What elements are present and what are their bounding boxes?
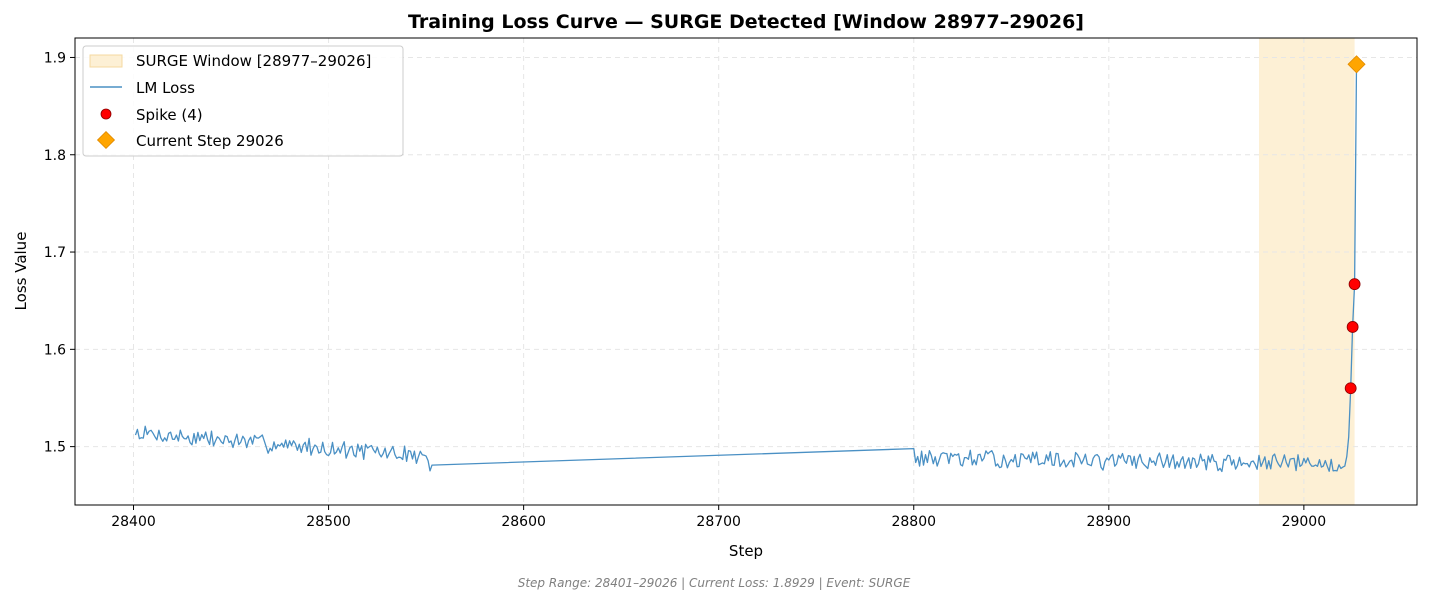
x-tick-label: 28400: [111, 514, 156, 530]
legend-frame: [82, 45, 404, 157]
legend-window-swatch: [89, 54, 123, 68]
x-tick-label: 28600: [501, 514, 546, 530]
y-tick-label: 1.9: [44, 50, 66, 66]
plot-area: 28400 28500 28600 28700 28800 28900 29000 1.5 1.…: [44, 37, 1418, 530]
y-axis-label: Loss Value: [12, 232, 30, 311]
x-tick-label: 29000: [1282, 514, 1327, 530]
surge-window-band: [1259, 38, 1355, 505]
legend-current-label: Current Step 29026: [136, 132, 284, 150]
footer-caption: Step Range: 28401–29026 | Current Loss: …: [518, 576, 911, 590]
legend-spike-swatch: [100, 108, 112, 120]
y-tick-label: 1.7: [44, 245, 66, 261]
spike-point: [1344, 382, 1357, 395]
y-tick-label: 1.8: [44, 148, 66, 164]
x-tick-label: 28800: [891, 514, 936, 530]
axes-frame: [74, 37, 1418, 506]
x-tick-label: 28500: [306, 514, 351, 530]
lm-loss-line: [134, 64, 1358, 473]
legend: SURGE Window [28977–29026] LM Loss Spike…: [82, 45, 404, 157]
chart-title: Training Loss Curve — SURGE Detected [Wi…: [408, 11, 1084, 33]
x-axis-label: Step: [729, 542, 763, 560]
legend-spike-label: Spike (4): [136, 106, 203, 124]
current-step-marker: [1347, 55, 1366, 74]
y-tick-label: 1.5: [44, 440, 66, 456]
spike-point: [1346, 321, 1359, 333]
x-tick-label: 28700: [696, 514, 741, 530]
spike-point: [1348, 278, 1361, 291]
x-tick-label: 28900: [1087, 514, 1132, 530]
legend-current-swatch: [96, 130, 116, 150]
y-tick-label: 1.6: [44, 342, 66, 358]
legend-window-label: SURGE Window [28977–29026]: [136, 52, 371, 70]
legend-line-label: LM Loss: [136, 79, 195, 97]
